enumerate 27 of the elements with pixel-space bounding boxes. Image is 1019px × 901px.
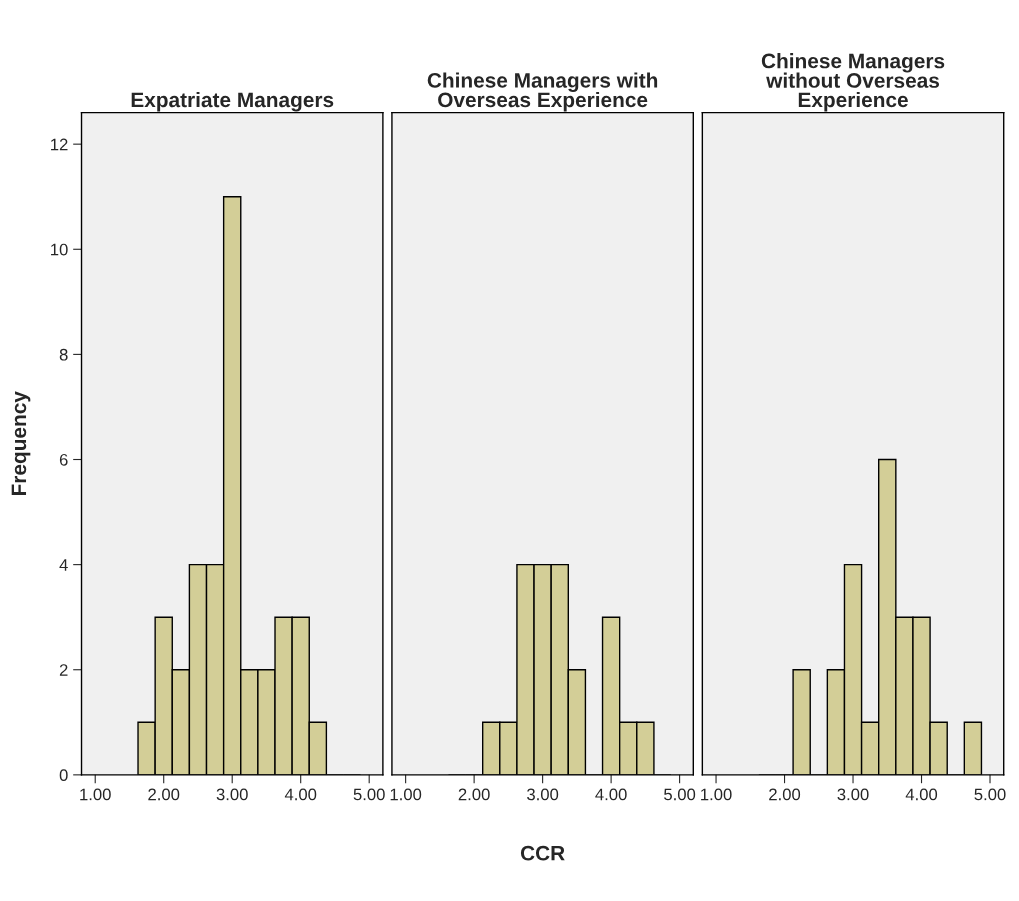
y-tick-label: 6 [59, 453, 68, 466]
x-axis-title: CCR [520, 845, 565, 861]
y-tick-label: 0 [59, 769, 68, 782]
y-axis-title: Frequency [11, 391, 31, 496]
chart-title: Chinese Managers without Overseas Experience [761, 53, 945, 112]
chart-title: Expatriate Managers [131, 91, 334, 112]
y-tick-label: 2 [59, 664, 68, 676]
x-tick-label: 1.00 [80, 788, 111, 801]
y-tick-label: 12 [51, 138, 68, 151]
x-tick-label: 1.00 [701, 788, 732, 801]
x-tick-label: 5.00 [353, 788, 385, 801]
x-tick-label: 2.00 [769, 788, 801, 801]
x-tick-label: 4.00 [595, 788, 627, 801]
x-tick-label: 1.00 [390, 788, 422, 801]
x-tick-label: 5.00 [664, 788, 696, 801]
x-tick-label: 4.00 [905, 788, 938, 801]
y-tick-label: 10 [51, 243, 68, 256]
x-tick-label: 2.00 [148, 788, 180, 801]
x-tick-label: 3.00 [527, 788, 559, 801]
y-tick-label: 8 [59, 348, 68, 361]
chart-title: Chinese Managers with Overseas Experience [427, 72, 658, 112]
x-tick-label: 5.00 [974, 788, 1006, 801]
x-tick-label: 4.00 [284, 788, 317, 801]
x-tick-label: 3.00 [216, 788, 248, 801]
x-tick-label: 3.00 [837, 788, 869, 801]
y-tick-label: 4 [59, 559, 68, 571]
x-tick-label: 2.00 [458, 788, 490, 801]
